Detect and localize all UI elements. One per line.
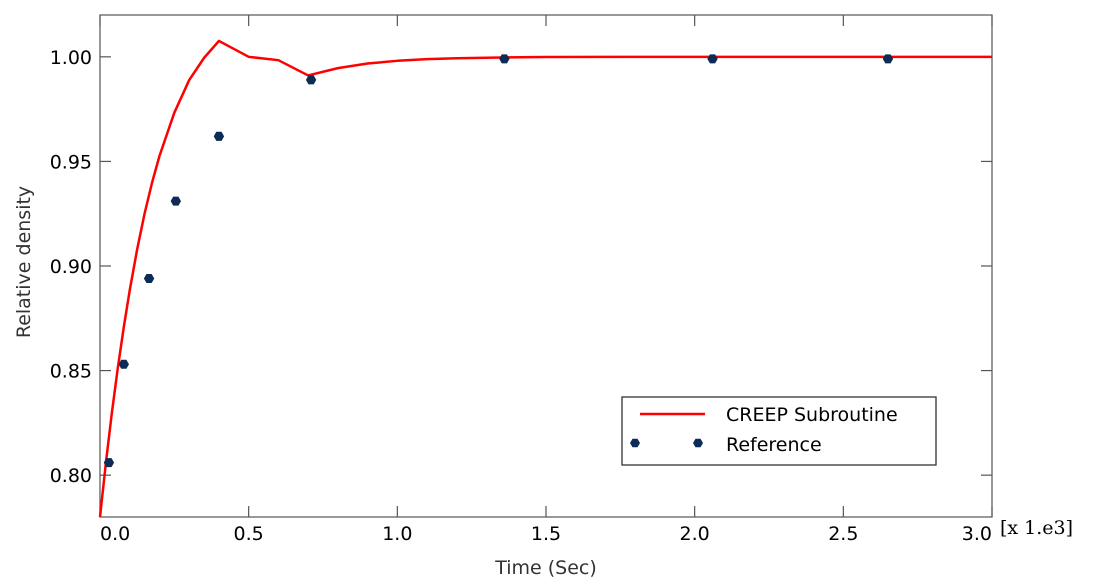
x-scale-label: [x 1.e3] [1000,517,1073,539]
y-tick-label: 0.80 [50,465,92,487]
reference-point [143,274,155,284]
series-layer [98,39,992,518]
x-tick-label: 0.5 [234,523,264,545]
y-tick-label: 1.00 [50,47,92,69]
reference-point [118,359,129,369]
reference-point [882,54,894,64]
legend-marker-swatch-left [630,438,640,448]
reference-point [707,54,718,64]
x-tick-label: 1.5 [531,523,561,545]
legend-label-reference: Reference [726,434,822,456]
legend-marker-swatch-right [693,438,703,448]
legend-label-creep: CREEP Subroutine [726,404,898,426]
reference-point [103,458,115,468]
y-tick-label: 0.95 [50,151,92,173]
y-axis-title: Relative density [13,186,35,338]
reference-point [170,196,182,206]
x-tick-label: 3.0 [962,523,992,545]
x-tick-label: 2.5 [828,523,858,545]
legend: CREEP Subroutine Reference [621,396,937,466]
reference-point [499,54,510,64]
x-tick-label: 2.0 [680,523,710,545]
y-axis-ticks: 0.80 0.85 0.90 0.95 1.00 [50,47,992,487]
x-axis-title: Time (Sec) [494,557,597,579]
x-tick-label: 1.0 [382,523,412,545]
reference-point [305,75,317,85]
y-tick-label: 0.85 [50,361,92,383]
legend-box [621,396,937,466]
x-tick-label: 0.0 [100,523,130,545]
y-tick-label: 0.90 [50,256,92,278]
series-line-creep-subroutine [98,39,992,518]
reference-point [213,131,225,141]
